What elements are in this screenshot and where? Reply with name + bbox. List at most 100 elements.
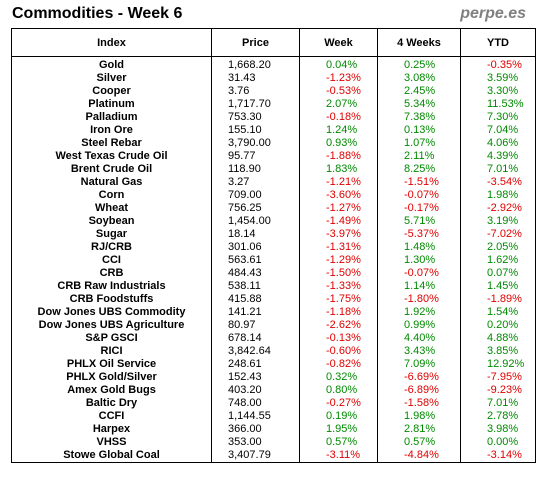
cell-4-weeks: 1.98% [377,410,461,423]
cell-index: CRB Raw Industrials [11,280,212,293]
cell-ytd: 1.98% [460,189,536,202]
column-header-ytd: YTD [460,28,536,57]
cell-index: Cooper [11,85,212,98]
cell-price: 753.30 [211,111,300,124]
cell-ytd: 0.00% [460,436,536,449]
table-row: RICI 3,842.64 -0.60% 3.43% 3.85% [11,345,536,358]
cell-index: CCFI [11,410,212,423]
cell-ytd: 3.85% [460,345,536,358]
cell-price: 538.11 [211,280,300,293]
cell-price: 678.14 [211,332,300,345]
table-row: CRB 484.43 -1.50% -0.07% 0.07% [11,267,536,280]
cell-ytd: 3.19% [460,215,536,228]
cell-4-weeks: -5.37% [377,228,461,241]
cell-price: 301.06 [211,241,300,254]
table-row: Cooper 3.76 -0.53% 2.45% 3.30% [11,85,536,98]
table-row: West Texas Crude Oil 95.77 -1.88% 2.11% 4.39… [11,150,536,163]
table-row: Brent Crude Oil 118.90 1.83% 8.25% 7.01% [11,163,536,176]
cell-price: 415.88 [211,293,300,306]
table-row: PHLX Oil Service 248.61 -0.82% 7.09% 12.92% [11,358,536,371]
cell-ytd: -7.02% [460,228,536,241]
cell-4-weeks: 2.11% [377,150,461,163]
cell-ytd: -0.35% [460,56,536,72]
brand-logo: perpe.es [460,5,526,22]
cell-4-weeks: 0.25% [377,56,461,72]
cell-4-weeks: -1.51% [377,176,461,189]
cell-week: -3.60% [299,189,378,202]
cell-4-weeks: 1.48% [377,241,461,254]
cell-ytd: 7.01% [460,163,536,176]
cell-week: -0.18% [299,111,378,124]
cell-index: West Texas Crude Oil [11,150,212,163]
table-row: Platinum 1,717.70 2.07% 5.34% 11.53% [11,98,536,111]
cell-price: 18.14 [211,228,300,241]
table-row: Gold 1,668.20 0.04% 0.25% -0.35% [11,56,536,72]
table-row: Stowe Global Coal 3,407.79 -3.11% -4.84% -3.… [11,449,536,463]
cell-ytd: -9.23% [460,384,536,397]
table-header-row: Index Price Week 4 Weeks YTD [11,28,536,57]
table-row: Iron Ore 155.10 1.24% 0.13% 7.04% [11,124,536,137]
cell-4-weeks: 0.99% [377,319,461,332]
cell-index: VHSS [11,436,212,449]
cell-ytd: 12.92% [460,358,536,371]
cell-ytd: 4.88% [460,332,536,345]
cell-4-weeks: 8.25% [377,163,461,176]
cell-index: Platinum [11,98,212,111]
cell-index: Wheat [11,202,212,215]
cell-week: -1.75% [299,293,378,306]
table-row: Steel Rebar 3,790.00 0.93% 1.07% 4.06% [11,137,536,150]
cell-4-weeks: 0.57% [377,436,461,449]
cell-week: -0.13% [299,332,378,345]
cell-4-weeks: -4.84% [377,449,461,463]
cell-week: -1.50% [299,267,378,280]
cell-index: Dow Jones UBS Agriculture [11,319,212,332]
column-header-4-weeks: 4 Weeks [377,28,461,57]
cell-ytd: -3.14% [460,449,536,463]
cell-week: -3.97% [299,228,378,241]
cell-ytd: 4.06% [460,137,536,150]
cell-week: 0.04% [299,56,378,72]
commodities-table: Index Price Week 4 Weeks YTD Gold 1,668.2… [11,28,536,463]
cell-index: CRB Foodstuffs [11,293,212,306]
table-row: CRB Foodstuffs 415.88 -1.75% -1.80% -1.89% [11,293,536,306]
cell-ytd: 1.45% [460,280,536,293]
cell-ytd: 3.98% [460,423,536,436]
cell-index: Palladium [11,111,212,124]
cell-week: 0.93% [299,137,378,150]
cell-week: 1.83% [299,163,378,176]
column-header-week: Week [299,28,378,57]
cell-ytd: 1.62% [460,254,536,267]
cell-price: 709.00 [211,189,300,202]
cell-week: 0.57% [299,436,378,449]
cell-index: CRB [11,267,212,280]
table-row: RJ/CRB 301.06 -1.31% 1.48% 2.05% [11,241,536,254]
table-row: CCFI 1,144.55 0.19% 1.98% 2.78% [11,410,536,423]
cell-price: 3.27 [211,176,300,189]
cell-week: -1.18% [299,306,378,319]
cell-price: 563.61 [211,254,300,267]
cell-price: 484.43 [211,267,300,280]
cell-4-weeks: 2.81% [377,423,461,436]
cell-week: -1.33% [299,280,378,293]
cell-week: -1.49% [299,215,378,228]
table-row: CRB Raw Industrials 538.11 -1.33% 1.14% 1.45… [11,280,536,293]
table-row: Silver 31.43 -1.23% 3.08% 3.59% [11,72,536,85]
cell-ytd: 2.78% [460,410,536,423]
table-row: Palladium 753.30 -0.18% 7.38% 7.30% [11,111,536,124]
cell-price: 141.21 [211,306,300,319]
table-row: Sugar 18.14 -3.97% -5.37% -7.02% [11,228,536,241]
table-row: Dow Jones UBS Agriculture 80.97 -2.62% 0.99… [11,319,536,332]
cell-price: 95.77 [211,150,300,163]
table-body: Gold 1,668.20 0.04% 0.25% -0.35% Silver 31.43-… [11,56,536,463]
cell-index: Corn [11,189,212,202]
cell-4-weeks: -1.80% [377,293,461,306]
cell-4-weeks: -0.07% [377,267,461,280]
cell-4-weeks: 1.14% [377,280,461,293]
cell-ytd: 0.07% [460,267,536,280]
cell-price: 403.20 [211,384,300,397]
cell-week: -0.60% [299,345,378,358]
cell-index: RJ/CRB [11,241,212,254]
cell-index: Dow Jones UBS Commodity [11,306,212,319]
cell-price: 80.97 [211,319,300,332]
cell-ytd: -1.89% [460,293,536,306]
